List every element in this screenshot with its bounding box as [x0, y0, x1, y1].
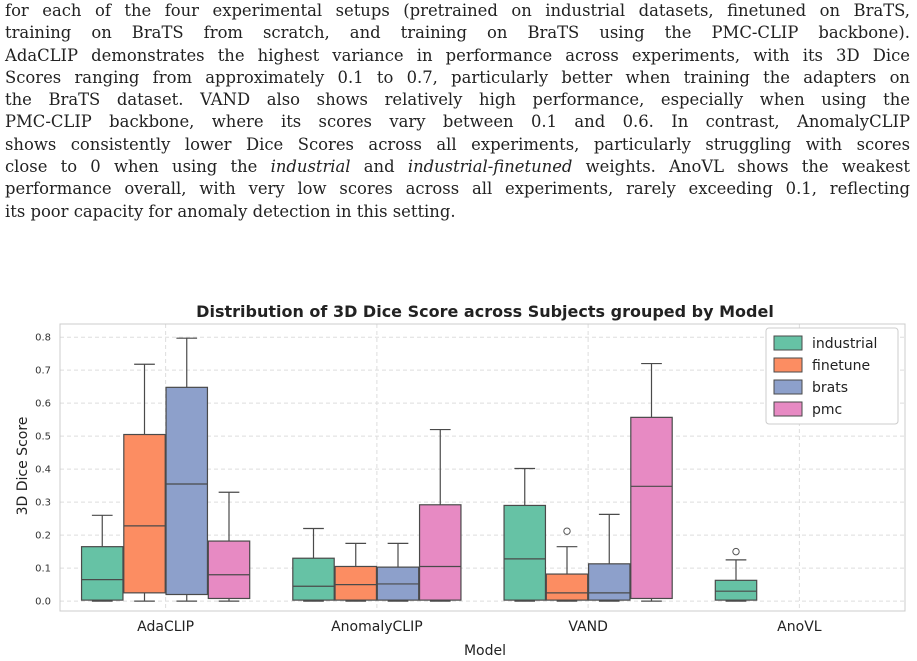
paragraph-line: Scores ranging from approximately 0.1 to… [5, 67, 910, 89]
emphasized-term: industrial-finetuned [407, 157, 573, 177]
legend-swatch-finetune [773, 357, 803, 373]
paragraph-text: shows consistently lower Dice Scores acr… [5, 134, 910, 154]
legend-label: brats [812, 380, 848, 396]
paragraph-text: AdaCLIP demonstrates the highest varianc… [5, 45, 910, 65]
legend-swatch-brats [773, 379, 803, 395]
chart-title: Distribution of 3D Dice Score across Sub… [196, 302, 774, 321]
y-tick-label: 0.7 [35, 366, 51, 377]
box-industrial [80, 546, 124, 601]
box-finetune [123, 433, 166, 594]
legend-label: pmc [812, 402, 842, 418]
y-tick-label: 0.5 [35, 432, 51, 443]
box-plot-chart: Distribution of 3D Dice Score across Sub… [0, 290, 917, 661]
box-brats [165, 386, 209, 596]
box-pmc [630, 416, 673, 600]
paragraph-text: weights. AnoVL shows the weakest [572, 157, 910, 177]
paragraph-text: PMC-CLIP backbone, where its scores vary… [5, 112, 910, 132]
box-pmc [418, 504, 462, 601]
paragraph-line: the BraTS dataset. VAND also shows relat… [5, 89, 910, 111]
y-tick-label: 0.2 [35, 531, 51, 542]
x-tick-label: VAND [568, 619, 608, 635]
box-finetune [334, 565, 378, 601]
box-plot-figure: Distribution of 3D Dice Score across Sub… [0, 290, 917, 661]
plot-frame [59, 323, 906, 612]
emphasized-term: industrial [270, 157, 351, 177]
y-tick-label: 0.8 [35, 333, 51, 344]
x-tick-label: AnomalyCLIP [331, 619, 423, 635]
box-industrial [292, 557, 335, 601]
paragraph-line: PMC-CLIP backbone, where its scores vary… [5, 111, 910, 133]
outlier-point [563, 527, 571, 535]
y-tick-label: 0.0 [35, 597, 51, 608]
body-paragraph: for each of the four experimental setups… [5, 0, 910, 223]
paragraph-line: its poor capacity for anomaly detection … [5, 201, 910, 223]
y-axis-label: 3D Dice Score [15, 417, 31, 516]
y-tick-label: 0.3 [35, 498, 51, 509]
box-industrial [503, 504, 547, 601]
paragraph-line: for each of the four experimental setups… [5, 0, 910, 22]
paragraph-text: close to 0 when using the [5, 157, 271, 177]
paragraph-text: training on BraTS from scratch, and trai… [5, 23, 910, 43]
y-tick-label: 0.4 [35, 465, 51, 476]
paragraph-text: performance overall, with very low score… [5, 179, 910, 199]
box-pmc [207, 540, 251, 600]
legend-label: finetune [812, 358, 870, 374]
x-tick-label: AdaCLIP [137, 619, 194, 635]
legend-label: industrial [812, 336, 877, 352]
paragraph-line: AdaCLIP demonstrates the highest varianc… [5, 45, 910, 67]
paragraph-text: and [350, 157, 408, 177]
paragraph-line: shows consistently lower Dice Scores acr… [5, 134, 910, 156]
outlier-point [732, 547, 740, 556]
paragraph-text: Scores ranging from approximately 0.1 to… [5, 67, 910, 87]
paragraph-text: the BraTS dataset. VAND also shows relat… [5, 90, 910, 110]
paragraph-line: performance overall, with very low score… [5, 178, 910, 200]
paragraph-text: its poor capacity for anomaly detection … [5, 201, 456, 221]
legend-box [765, 327, 899, 425]
paragraph-line: close to 0 when using the industrial and… [5, 156, 910, 178]
paragraph-line: training on BraTS from scratch, and trai… [5, 22, 910, 44]
y-tick-label: 0.6 [35, 399, 51, 410]
x-tick-label: AnoVL [777, 619, 822, 635]
legend-swatch-industrial [773, 335, 803, 351]
y-tick-label: 0.1 [35, 564, 51, 575]
x-axis-label: Model [464, 643, 506, 659]
legend-swatch-pmc [773, 401, 803, 417]
box-industrial [714, 579, 758, 601]
box-brats [587, 563, 631, 601]
box-finetune [545, 573, 589, 601]
paragraph-text: for each of the four experimental setups… [5, 1, 910, 20]
